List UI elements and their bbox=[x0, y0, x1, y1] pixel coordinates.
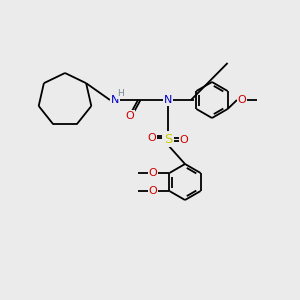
Text: O: O bbox=[148, 133, 156, 143]
Text: N: N bbox=[111, 95, 119, 105]
Text: O: O bbox=[126, 111, 134, 121]
Text: O: O bbox=[148, 168, 158, 178]
Text: H: H bbox=[117, 89, 123, 98]
Text: S: S bbox=[164, 133, 172, 146]
Text: O: O bbox=[238, 95, 246, 105]
Text: N: N bbox=[164, 95, 172, 105]
Text: O: O bbox=[180, 135, 188, 145]
Text: O: O bbox=[148, 186, 158, 196]
